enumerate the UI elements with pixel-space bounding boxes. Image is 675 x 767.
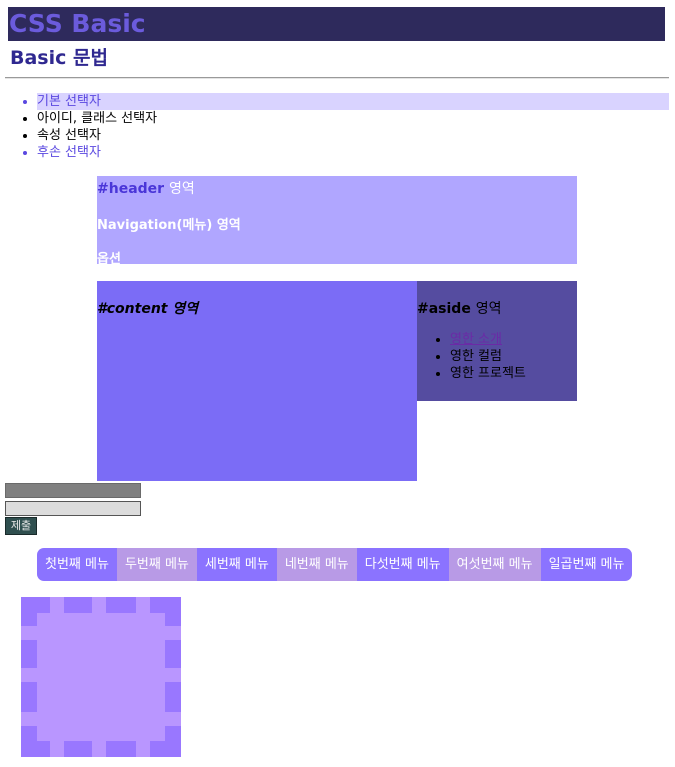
aside-link-intro[interactable]: 영한 소개	[450, 332, 502, 347]
menu-item-3[interactable]: 세번째 메뉴	[196, 548, 277, 581]
menu-item-7[interactable]: 일곱번째 메뉴	[540, 548, 633, 581]
list-item: 아이디, 클래스 선택자	[37, 110, 669, 127]
text-input[interactable]	[5, 501, 141, 516]
border-dash	[21, 682, 37, 712]
aside-heading: #aside 영역	[417, 298, 501, 318]
header-suffix: 영역	[168, 181, 195, 197]
content-area: #content 영역	[97, 281, 417, 481]
menu-item-1[interactable]: 첫번째 메뉴	[37, 548, 117, 581]
menu-item-2[interactable]: 두번째 메뉴	[116, 548, 197, 581]
dashed-border-box	[21, 597, 181, 757]
border-dash	[21, 640, 37, 668]
border-dash	[165, 682, 181, 712]
menu-item-5[interactable]: 다섯번째 메뉴	[356, 548, 449, 581]
page-title: CSS Basic	[8, 7, 665, 41]
border-dash	[64, 597, 92, 613]
header-heading: #header 영역	[97, 178, 195, 198]
menu-bar: 첫번째 메뉴 두번째 메뉴 세번째 메뉴 네번째 메뉴 다섯번째 메뉴 여섯번째 메뉴 일곱…	[37, 548, 633, 581]
divider	[5, 77, 669, 79]
header-id-label: #header	[97, 181, 165, 197]
list-item: 기본 선택자	[37, 93, 669, 110]
content-heading: #content 영역	[97, 301, 199, 317]
list-item: 영한 컬럼	[450, 348, 526, 365]
border-dash	[106, 741, 136, 757]
list-item: 영한 소개	[450, 331, 526, 348]
aside-area: #aside 영역 영한 소개 영한 컬럼 영한 프로젝트	[417, 281, 577, 401]
navigation-label: Navigation(메뉴) 영역	[97, 218, 241, 233]
border-dash	[165, 726, 181, 757]
list-item: 영한 프로젝트	[450, 365, 526, 382]
header-area: #header 영역 Navigation(메뉴) 영역 옵션	[97, 176, 577, 267]
aside-list: 영한 소개 영한 컬럼 영한 프로젝트	[417, 331, 526, 382]
border-dash	[21, 597, 37, 626]
border-dash	[106, 597, 136, 613]
option-label: 옵션	[97, 252, 121, 267]
border-dash	[165, 640, 181, 668]
aside-id-label: #aside	[417, 301, 471, 317]
page-subtitle: Basic 문법	[10, 47, 108, 69]
selector-list: 기본 선택자 아이디, 클래스 선택자 속성 선택자 후손 선택자	[37, 93, 669, 161]
list-item: 속성 선택자	[37, 127, 669, 144]
border-dash	[64, 741, 92, 757]
border-dash	[21, 726, 37, 757]
aside-suffix: 영역	[475, 301, 502, 317]
submit-button[interactable]: 제출	[5, 517, 37, 535]
menu-item-4[interactable]: 네번째 메뉴	[276, 548, 357, 581]
border-dash	[150, 597, 181, 613]
list-item: 후손 선택자	[37, 144, 669, 161]
menu-item-6[interactable]: 여섯번째 메뉴	[448, 548, 541, 581]
text-input-disabled[interactable]	[5, 483, 141, 498]
